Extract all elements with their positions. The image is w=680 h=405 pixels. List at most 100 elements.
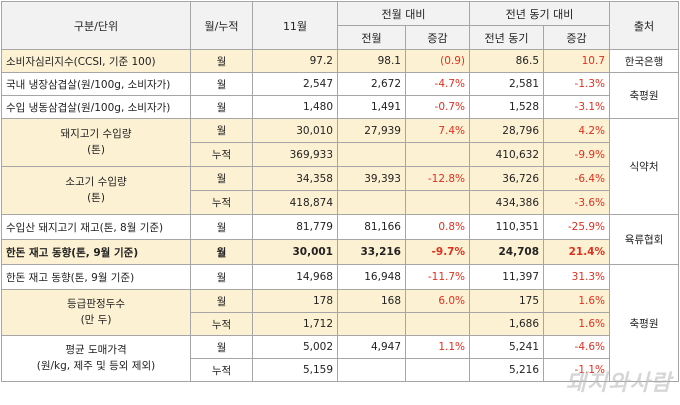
cell-prev-month: 1,491 (337, 95, 406, 119)
cell-chg-year: -6.4% (543, 166, 611, 191)
cell-chg-month: -4.7% (404, 72, 471, 96)
cell-nov: 34,358 (252, 166, 338, 191)
cell-prev-month: 27,939 (337, 118, 406, 143)
table-row: 수입 냉동삼겹살(원/100g, 소비자가) 월 1,480 1,491 -0.… (1, 95, 679, 119)
header-row-1: 구분/단위 월/누적 11월 전월 대비 전년 동기 대비 출처 (1, 1, 680, 50)
cell-nov: 97.2 (252, 49, 338, 73)
cell-chg-month: -12.8% (404, 166, 471, 191)
row-type: 월 (190, 289, 253, 313)
cell-chg-year: 31.3% (543, 264, 611, 290)
table-row: 국내 냉장삼겹살(원/100g, 소비자가) 월 2,547 2,672 -4.… (1, 72, 680, 119)
cell-chg-month (404, 312, 471, 336)
header-nov: 11월 (252, 1, 338, 50)
table-row: 돼지고기 수입량 (톤) 월 30,010 27,939 7.4% 28,796 … (1, 118, 680, 215)
cell-prev-month (337, 142, 406, 167)
row-label: 한돈 재고 동향(톤, 9월 기준) (1, 264, 191, 290)
header-change-year: 증감 (543, 25, 611, 50)
row-label-line1: 소고기 수입량 (65, 175, 127, 188)
cell-chg-year: 1.6% (543, 312, 611, 336)
cell-chg-month: 0.8% (404, 214, 471, 240)
table-row: 소비자심리지수(CCSI, 기준 100) 월 97.2 98.1 (0.9) … (1, 49, 680, 73)
cell-chg-year: -3.1% (543, 95, 611, 119)
row-type: 월 (190, 118, 253, 143)
cell-prev-month (337, 312, 406, 336)
cell-prev-month: 33,216 (337, 239, 406, 265)
row-label-line1: 돼지고기 수입량 (60, 127, 132, 140)
cell-nov: 5,159 (252, 358, 338, 382)
cell-nov: 81,779 (252, 214, 338, 240)
source-kape-1: 축평원 (609, 72, 680, 119)
cell-prev-month (337, 190, 406, 215)
row-label: 한돈 재고 동향(톤, 9월 기준) (1, 239, 191, 265)
source-customs: 식약처 (609, 118, 680, 215)
cell-prev-month: 168 (337, 289, 406, 313)
row-label: 평균 도매가격 (원/kg, 제주 및 등외 제외) (1, 335, 191, 382)
table-row: 한돈 재고 동향(톤, 9월 기준) 월 30,001 33,216 -9.7%… (1, 239, 679, 265)
header-prev-month: 전월 (337, 25, 406, 50)
cell-chg-month (404, 190, 471, 215)
row-label: 수입산 돼지고기 재고(톤, 8월 기준) (1, 214, 191, 240)
header-vs-prev-month: 전월 대비 (336, 1, 471, 26)
cell-chg-year: -25.9% (543, 214, 611, 240)
cell-prev-month (337, 358, 406, 382)
table-row: 소고기 수입량 (톤) 월 34,358 39,393 -12.8% 36,726… (1, 166, 679, 215)
row-type: 월 (190, 214, 253, 240)
cell-nov: 1,712 (252, 312, 338, 336)
cell-nov: 14,968 (252, 264, 338, 290)
cell-prev-month: 81,166 (337, 214, 406, 240)
cell-prev-year: 175 (469, 289, 545, 313)
row-label: 수입 냉동삼겹살(원/100g, 소비자가) (1, 95, 191, 119)
cell-prev-month: 39,393 (337, 166, 406, 191)
row-type: 월 (190, 72, 253, 96)
header-vs-prev-year: 전년 동기 대비 (469, 1, 611, 26)
row-type: 월 (190, 49, 253, 73)
cell-chg-month: (0.9) (404, 49, 471, 73)
cell-chg-year: -9.9% (543, 142, 611, 167)
row-label: 국내 냉장삼겹살(원/100g, 소비자가) (1, 72, 191, 96)
cell-nov: 178 (252, 289, 338, 313)
table-row: 한돈 재고 동향(톤, 9월 기준) 월 14,968 16,948 -11.7… (1, 264, 680, 382)
row-type: 월 (190, 239, 253, 265)
cell-prev-year: 24,708 (469, 239, 545, 265)
row-label: 등급판정두수 (만 두) (1, 289, 191, 336)
cell-nov: 30,001 (252, 239, 338, 265)
cell-prev-year: 5,216 (469, 358, 545, 382)
header-month-cum: 월/누적 (190, 1, 253, 50)
cell-prev-year: 410,632 (469, 142, 545, 167)
cell-chg-year: 4.2% (543, 118, 611, 143)
cell-prev-year: 2,581 (469, 72, 545, 96)
cell-chg-month: 6.0% (404, 289, 471, 313)
row-label: 돼지고기 수입량 (톤) (1, 118, 191, 167)
cell-chg-year: -4.6% (543, 335, 611, 359)
cell-prev-year: 36,726 (469, 166, 545, 191)
row-type: 누적 (190, 312, 253, 336)
cell-chg-year: -3.6% (543, 190, 611, 215)
source-livestock: 육류협회 (609, 214, 680, 265)
cell-prev-year: 5,241 (469, 335, 545, 359)
row-type: 월 (190, 335, 253, 359)
row-label-line2: (만 두) (80, 313, 112, 326)
cell-chg-year: 1.6% (543, 289, 611, 313)
row-label: 소비자심리지수(CCSI, 기준 100) (1, 49, 191, 73)
row-label-line1: 평균 도매가격 (65, 343, 127, 356)
cell-chg-month: 7.4% (404, 118, 471, 143)
cell-prev-year: 86.5 (469, 49, 545, 73)
header-change-month: 증감 (404, 25, 471, 50)
table-row: 등급판정두수 (만 두) 월 178 168 6.0% 175 1.6% (1, 289, 679, 336)
row-label-line2: (톤) (87, 143, 105, 156)
row-label-line1: 등급판정두수 (67, 297, 125, 310)
row-type: 누적 (190, 358, 253, 382)
row-type: 월 (190, 95, 253, 119)
cell-chg-year: -1.1% (543, 358, 611, 382)
cell-prev-year: 1,686 (469, 312, 545, 336)
cell-nov: 1,480 (252, 95, 338, 119)
cell-chg-month: 1.1% (404, 335, 471, 359)
cell-nov: 5,002 (252, 335, 338, 359)
source-kape-2: 축평원 (609, 264, 680, 382)
header-source: 출처 (609, 1, 680, 50)
cell-prev-month: 4,947 (337, 335, 406, 359)
row-label-line2: (원/kg, 제주 및 등외 제외) (36, 359, 156, 372)
cell-chg-month (404, 358, 471, 382)
cell-nov: 369,933 (252, 142, 338, 167)
